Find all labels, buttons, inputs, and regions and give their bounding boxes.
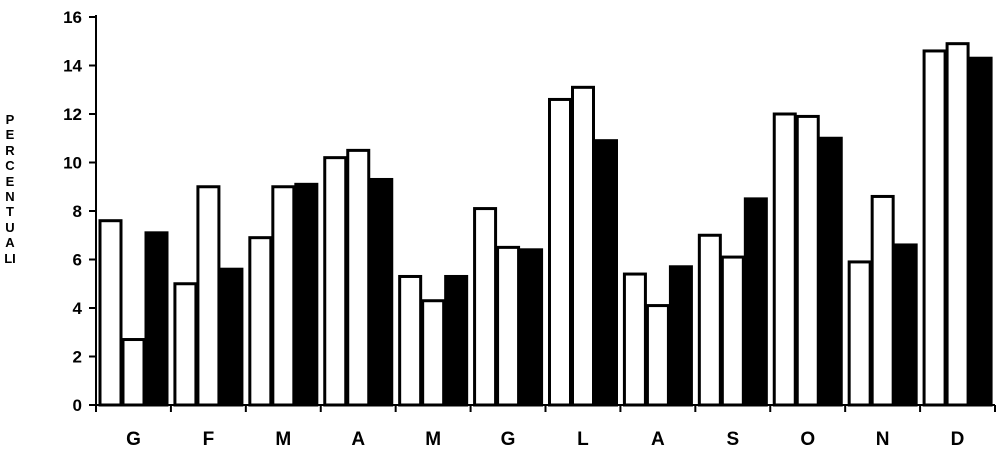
- bar-s3-12: [968, 56, 993, 407]
- bar-s3-10: [818, 136, 843, 407]
- bar-s3-1: [144, 231, 169, 407]
- bar-s1-3: [248, 236, 273, 407]
- y-tick-label: 10: [63, 154, 82, 173]
- y-tick-label: 0: [73, 396, 82, 415]
- y-tick-label: 12: [63, 105, 82, 124]
- bar-s2-10: [795, 114, 820, 407]
- bar-s2-3: [271, 185, 296, 407]
- y-tick-label: 6: [73, 251, 82, 270]
- bar-s3-8: [668, 265, 693, 407]
- bar-s2-11: [870, 194, 895, 407]
- x-tick-label: S: [726, 429, 739, 450]
- bar-s1-1: [98, 219, 123, 407]
- bar-s2-5: [421, 299, 446, 407]
- bar-s1-10: [772, 112, 797, 407]
- bars-group: [98, 42, 993, 407]
- bar-s3-7: [594, 139, 618, 407]
- y-tick-label: 8: [73, 202, 82, 221]
- bar-s2-6: [496, 245, 521, 407]
- bar-s2-1: [121, 338, 146, 407]
- bar-s2-4: [346, 148, 371, 407]
- bar-s1-5: [398, 274, 423, 407]
- axes-group: [89, 15, 996, 412]
- x-tick-label: D: [951, 429, 965, 450]
- bar-s3-5: [444, 274, 469, 407]
- x-tick-label: F: [203, 429, 215, 450]
- bar-s1-11: [847, 260, 872, 407]
- bar-s2-12: [945, 42, 970, 407]
- bar-s3-9: [743, 197, 768, 407]
- x-tick-label: A: [351, 429, 365, 450]
- labels-group: 0 2 4 6 8 10 12 14 16 G F M A M G L A S O N D: [63, 8, 964, 450]
- x-tick-label: M: [425, 429, 441, 450]
- x-tick-label: N: [876, 429, 890, 450]
- x-tick-label: G: [501, 429, 516, 450]
- bar-s3-4: [369, 177, 394, 407]
- bar-s2-2: [196, 185, 221, 407]
- bar-s2-8: [645, 304, 670, 407]
- bar-s1-4: [323, 156, 348, 407]
- bar-s3-2: [219, 267, 244, 407]
- bar-s3-11: [893, 243, 918, 407]
- bar-s1-9: [697, 233, 722, 407]
- y-axis-label: PERCENTUALI: [4, 112, 16, 266]
- bar-s1-7: [548, 97, 572, 407]
- x-tick-label: L: [577, 429, 589, 450]
- bar-s3-6: [519, 248, 544, 407]
- bar-s1-2: [173, 282, 198, 407]
- x-tick-label: G: [126, 429, 141, 450]
- bar-s1-8: [622, 272, 647, 407]
- bar-s2-9: [720, 255, 745, 407]
- bar-s1-6: [473, 207, 498, 407]
- x-tick-label: A: [651, 429, 665, 450]
- y-tick-label: 2: [73, 348, 82, 367]
- y-tick-label: 4: [73, 299, 83, 318]
- y-tick-label: 14: [63, 57, 82, 76]
- bar-s1-12: [922, 49, 947, 407]
- bar-s3-3: [294, 182, 319, 407]
- x-tick-label: O: [800, 429, 815, 450]
- x-tick-label: M: [275, 429, 291, 450]
- bar-s2-7: [571, 85, 595, 407]
- y-tick-label: 16: [63, 8, 82, 27]
